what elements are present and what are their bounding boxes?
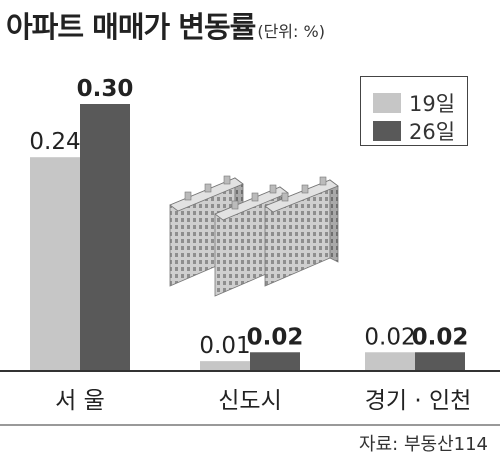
bar-0-series-1 (80, 104, 130, 370)
data-label-0-series-1: 0.30 (77, 76, 134, 102)
data-label-2-series-1: 0.02 (412, 324, 469, 350)
bar-1-series-0 (200, 361, 250, 370)
apartment-buildings-illustration (169, 175, 339, 297)
data-label-1-series-1: 0.02 (247, 324, 304, 350)
data-label-2-series-0: 0.02 (364, 324, 415, 350)
bar-1-series-1 (250, 352, 300, 370)
legend: 19일 26일 (360, 76, 468, 146)
chart-title: 아파트 매매가 변동률 (6, 10, 256, 44)
chart-title-block: 아파트 매매가 변동률 (단위: %) (6, 4, 325, 46)
bar-2-series-1 (415, 352, 465, 370)
legend-label-19: 19일 (409, 92, 456, 116)
legend-swatch-19 (373, 93, 401, 113)
category-label-1: 신도시 (218, 388, 281, 414)
legend-item-19: 19일 (373, 88, 455, 118)
source-note: 자료: 부동산114 (359, 434, 488, 455)
data-label-0-series-0: 0.24 (29, 129, 80, 155)
unit-label: (단위: %) (257, 22, 325, 41)
category-label-0: 서 울 (55, 388, 105, 414)
category-label-2: 경기 · 인천 (365, 388, 472, 414)
data-label-1-series-0: 0.01 (199, 333, 250, 359)
legend-item-26: 26일 (373, 116, 455, 146)
bar-0-series-0 (30, 157, 80, 370)
legend-swatch-26 (373, 121, 401, 141)
bar-2-series-0 (365, 352, 415, 370)
legend-label-26: 26일 (409, 120, 456, 144)
